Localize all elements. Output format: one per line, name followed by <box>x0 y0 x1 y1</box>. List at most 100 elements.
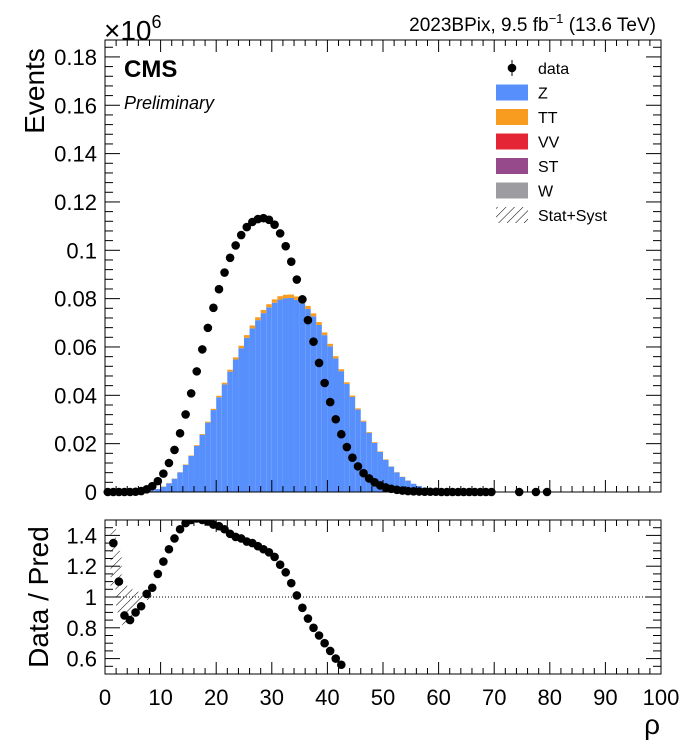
main-y-axis-title: Events <box>19 48 50 134</box>
y-tick-label: 0.04 <box>54 383 97 408</box>
data-point <box>298 295 307 304</box>
ratio-point <box>326 647 335 656</box>
y-tick-label: 0.1 <box>66 238 97 263</box>
legend-swatch <box>496 183 528 199</box>
bar-tt <box>311 313 317 316</box>
bar-tt <box>211 409 217 410</box>
bar-tt <box>366 432 372 433</box>
data-point <box>192 367 201 376</box>
ratio-y-tick-label: 1 <box>85 585 97 610</box>
ratio-point <box>287 579 296 588</box>
legend-swatch <box>496 85 528 101</box>
bar-tt <box>288 295 294 298</box>
bar-tt <box>305 306 311 309</box>
ratio-point <box>304 614 313 623</box>
ratio-point <box>170 534 179 543</box>
ratio-point <box>148 583 157 592</box>
bar-z <box>355 410 361 492</box>
ratio-point <box>159 557 168 566</box>
bar-tt <box>344 382 350 384</box>
legend-label: ST <box>538 159 559 176</box>
bar-z <box>283 298 289 492</box>
bar-z <box>333 358 339 492</box>
data-point <box>276 229 285 238</box>
bar-z <box>216 397 222 492</box>
bar-z <box>183 465 189 492</box>
data-point <box>348 453 357 462</box>
bar-z <box>261 313 267 492</box>
bar-tt <box>222 383 228 385</box>
legend-swatch <box>496 134 528 150</box>
data-point <box>320 379 329 388</box>
data-point <box>315 359 324 368</box>
data-point <box>309 337 318 346</box>
bar-z <box>266 307 272 492</box>
data-point <box>159 469 168 478</box>
bar-tt <box>327 344 333 346</box>
ratio-point <box>298 603 307 612</box>
legend-label: W <box>538 184 554 201</box>
x-tick-label: 100 <box>643 685 680 710</box>
bar-z <box>166 483 172 492</box>
bar-tt <box>205 422 211 423</box>
x-tick-label: 80 <box>538 685 562 710</box>
status-label: Preliminary <box>124 93 215 113</box>
ratio-y-tick-label: 1.2 <box>66 554 97 579</box>
x-tick-label: 10 <box>148 685 172 710</box>
data-point <box>165 459 174 468</box>
data-point <box>293 275 302 284</box>
bar-z <box>288 298 294 492</box>
x-tick-label: 50 <box>371 685 395 710</box>
bar-z <box>277 300 283 492</box>
ratio-y-tick-label: 0.6 <box>66 647 97 672</box>
bar-tt <box>250 325 256 328</box>
ratio-point <box>270 553 279 562</box>
data-point <box>209 304 218 313</box>
ratio-frame <box>105 520 661 674</box>
ratio-point <box>137 602 146 611</box>
data-point <box>304 316 313 325</box>
data-point <box>343 443 352 452</box>
ratio-point <box>320 639 329 648</box>
bar-tt <box>194 445 200 446</box>
data-point <box>226 253 235 262</box>
bar-tt <box>316 322 322 325</box>
data-point <box>231 241 240 250</box>
bar-tt <box>200 434 206 435</box>
exponent-label: ×106 <box>104 12 162 46</box>
ratio-point <box>293 591 302 600</box>
bar-tt <box>322 332 328 335</box>
ratio-point <box>154 570 163 579</box>
ratio-point <box>126 616 135 625</box>
bar-z <box>188 456 194 492</box>
bar-tt <box>277 296 283 299</box>
bar-z <box>244 338 250 492</box>
bar-z <box>361 422 367 492</box>
ratio-point <box>309 624 318 633</box>
bar-tt <box>238 346 244 348</box>
data-point <box>287 257 296 266</box>
bar-z <box>272 303 278 492</box>
bar-tt <box>372 442 378 443</box>
bar-tt <box>283 295 289 298</box>
bar-tt <box>355 408 361 409</box>
ratio-y-tick-label: 1.4 <box>66 523 97 548</box>
bar-z <box>200 435 206 492</box>
y-tick-label: 0.18 <box>54 45 97 70</box>
x-tick-label: 60 <box>426 685 450 710</box>
bar-z <box>161 487 167 492</box>
data-point <box>176 429 185 438</box>
bar-tt <box>233 357 239 359</box>
x-tick-label: 70 <box>482 685 506 710</box>
y-tick-label: 0.02 <box>54 432 97 457</box>
y-tick-label: 0 <box>85 480 97 505</box>
bar-z <box>316 325 322 492</box>
data-point <box>204 324 213 333</box>
x-tick-label: 0 <box>99 685 111 710</box>
bar-z <box>300 303 306 492</box>
legend-swatch <box>496 158 528 174</box>
legend-label: data <box>538 61 569 78</box>
bar-z <box>233 360 239 492</box>
